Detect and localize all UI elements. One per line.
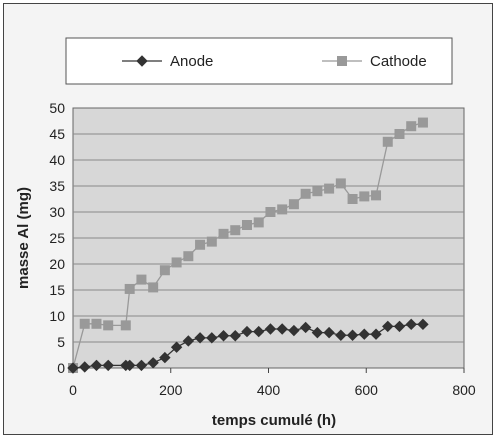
cathode-point — [406, 121, 417, 132]
y-tick-label: 35 — [49, 178, 65, 194]
cathode-point — [195, 239, 206, 250]
anode-point — [123, 359, 136, 372]
anode-point — [276, 323, 288, 335]
cathode-point — [347, 194, 358, 204]
cathode-point — [300, 188, 311, 199]
x-axis-title: temps cumulé (h) — [212, 412, 336, 429]
anode-point — [417, 318, 429, 331]
anode-point — [159, 351, 171, 364]
legend-marker — [136, 55, 148, 67]
y-tick-label: 25 — [49, 230, 65, 246]
cathode-point — [91, 318, 102, 329]
anode-point — [147, 357, 159, 369]
gridlines — [73, 133, 464, 343]
anode-point — [241, 325, 253, 338]
anode-point — [135, 359, 148, 372]
anode-point — [311, 326, 324, 339]
cathode-point — [241, 220, 252, 230]
series-anode — [67, 318, 429, 374]
anode-point — [206, 332, 218, 344]
anode-point — [170, 341, 183, 353]
legend-label: Cathode — [370, 53, 427, 70]
y-tick-label: 50 — [49, 100, 65, 116]
y-tick-label: 20 — [49, 256, 65, 272]
cathode-point — [277, 204, 288, 215]
anode-point — [370, 328, 382, 340]
anode-point — [405, 318, 417, 331]
cathode-point — [136, 274, 147, 285]
anode-point — [90, 359, 103, 372]
cathode-point — [218, 228, 229, 239]
y-tick-label: 30 — [49, 204, 65, 220]
anode-point — [102, 359, 114, 372]
series-group — [67, 117, 429, 374]
x-tick-labels: 0 200 400 600 800 — [69, 368, 476, 398]
cathode-point — [206, 236, 217, 247]
anode-point — [264, 323, 277, 335]
x-tick-label: 400 — [257, 382, 281, 398]
anode-point — [393, 320, 406, 333]
y-tick-label: 45 — [49, 126, 65, 142]
anode-point — [346, 329, 359, 341]
anode-point — [358, 328, 371, 340]
cathode-point — [124, 283, 135, 294]
x-tick-label: 600 — [355, 382, 379, 398]
cathode-point — [371, 190, 382, 201]
legend-label: Anode — [170, 53, 213, 70]
anode-point — [382, 320, 394, 333]
x-tick-label: 800 — [452, 382, 476, 398]
y-tick-label: 15 — [49, 282, 65, 298]
cathode-point — [324, 183, 335, 194]
y-tick-label: 5 — [57, 334, 65, 350]
y-tick-label: 10 — [49, 308, 65, 324]
anode-point — [217, 330, 230, 342]
x-tick-label: 0 — [69, 382, 77, 398]
cathode-point — [312, 186, 323, 197]
cathode-point — [288, 199, 299, 210]
y-tick-labels: 0 5 10 15 20 25 30 35 40 45 50 — [49, 100, 65, 376]
anode-point — [288, 324, 300, 337]
y-tick-label: 0 — [57, 360, 65, 376]
cathode-point — [230, 225, 241, 236]
cathode-point — [417, 117, 428, 128]
cathode-point — [335, 178, 346, 189]
cathode-point — [171, 257, 182, 268]
y-tick-label: 40 — [49, 152, 65, 168]
cathode-point — [253, 217, 264, 228]
cathode-point — [159, 265, 170, 276]
cathode-point — [120, 320, 131, 331]
anode-point — [323, 326, 335, 339]
y-axis-title: masse Al (mg) — [15, 187, 32, 289]
anode-point — [253, 325, 265, 338]
cathode-point — [265, 207, 276, 217]
cathode-point — [79, 318, 90, 329]
legend: Anode Cathode — [122, 53, 427, 70]
cathode-point — [183, 251, 194, 262]
cathode-point — [382, 136, 393, 147]
anode-point — [335, 329, 347, 341]
anode-point — [194, 332, 206, 344]
x-tick-label: 200 — [159, 382, 183, 398]
legend-marker — [337, 56, 347, 66]
anode-point — [67, 362, 79, 374]
cathode-point — [148, 282, 159, 293]
anode-point — [79, 361, 91, 373]
cathode-point — [394, 129, 405, 139]
anode-point — [299, 321, 312, 334]
cathode-point — [103, 320, 114, 331]
anode-point — [182, 335, 195, 347]
legend-item-cathode: Cathode — [322, 53, 427, 70]
anode-point — [229, 330, 241, 342]
cathode-point — [359, 191, 370, 202]
legend-item-anode: Anode — [122, 53, 213, 70]
